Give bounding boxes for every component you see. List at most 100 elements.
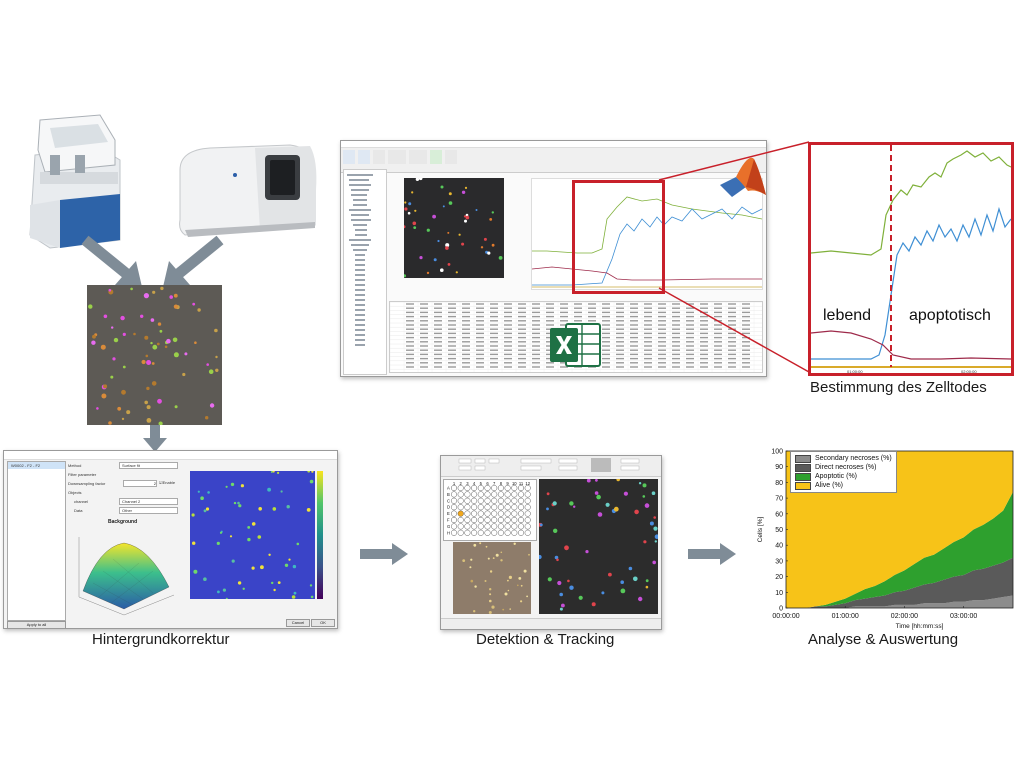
plate-well[interactable]: [491, 497, 498, 504]
plate-well[interactable]: [524, 510, 531, 517]
enable-checkbox[interactable]: ☑Enable: [159, 480, 176, 485]
method-select[interactable]: Surface fit: [119, 462, 178, 469]
plate-well[interactable]: [517, 510, 524, 517]
plate-well[interactable]: [477, 523, 484, 530]
downsampling-input[interactable]: 2: [123, 480, 157, 487]
ribbon-button[interactable]: [373, 150, 385, 164]
ok-button[interactable]: OK: [311, 619, 335, 627]
plate-well[interactable]: [517, 491, 524, 498]
plate-well[interactable]: [504, 497, 511, 504]
plate-well[interactable]: [457, 529, 464, 536]
plate-well[interactable]: [497, 517, 504, 524]
plate-well[interactable]: [471, 491, 478, 498]
plate-well[interactable]: [477, 484, 484, 491]
det-settings-bar[interactable]: [441, 456, 661, 477]
plate-well[interactable]: [484, 529, 491, 536]
plate-well[interactable]: [517, 523, 524, 530]
apply-all-button[interactable]: Apply to all: [7, 621, 66, 629]
plate-well[interactable]: [517, 529, 524, 536]
cancel-button[interactable]: Cancel: [286, 619, 310, 627]
plate-well[interactable]: [484, 491, 491, 498]
plate-well[interactable]: [471, 529, 478, 536]
plate-well[interactable]: [504, 517, 511, 524]
plate-well[interactable]: [457, 497, 464, 504]
plate-well[interactable]: [464, 517, 471, 524]
plate-well[interactable]: [504, 529, 511, 536]
ribbon-button[interactable]: [358, 150, 370, 164]
ribbon-button[interactable]: [343, 150, 355, 164]
plate-well[interactable]: [491, 504, 498, 511]
plate-well[interactable]: [464, 529, 471, 536]
channel-select[interactable]: Channel 2: [119, 498, 178, 505]
plate-well[interactable]: [497, 529, 504, 536]
ribbon-button[interactable]: [388, 150, 406, 164]
plate-well[interactable]: [497, 510, 504, 517]
plate-well[interactable]: [517, 497, 524, 504]
plate-well[interactable]: [471, 504, 478, 511]
bg-file-list[interactable]: W0002 - F2 - F2: [7, 461, 66, 621]
plate-well[interactable]: [450, 484, 457, 491]
ribbon-button[interactable]: [409, 150, 427, 164]
plate-well[interactable]: [504, 491, 511, 498]
plate-well[interactable]: [491, 517, 498, 524]
plate-well[interactable]: [511, 517, 518, 524]
plate-well[interactable]: [484, 497, 491, 504]
plate-well[interactable]: [511, 510, 518, 517]
plate-well[interactable]: [484, 510, 491, 517]
plate-well[interactable]: [464, 504, 471, 511]
plate-well[interactable]: [471, 517, 478, 524]
experiment-tree-panel[interactable]: [343, 169, 387, 375]
plate-well[interactable]: [471, 523, 478, 530]
plate-well[interactable]: [464, 484, 471, 491]
plate-well[interactable]: [497, 491, 504, 498]
plate-well[interactable]: [471, 510, 478, 517]
plate-well[interactable]: [491, 523, 498, 530]
plate-well[interactable]: [457, 504, 464, 511]
plate-well[interactable]: [511, 529, 518, 536]
plate-well[interactable]: [477, 497, 484, 504]
plate-well[interactable]: [457, 491, 464, 498]
plate-well[interactable]: [457, 484, 464, 491]
plate-well[interactable]: [450, 510, 457, 517]
plate-well[interactable]: [524, 523, 531, 530]
plate-well[interactable]: [471, 497, 478, 504]
plate-well[interactable]: [477, 504, 484, 511]
plate-well[interactable]: [450, 523, 457, 530]
plate-well[interactable]: [517, 504, 524, 511]
plate-well[interactable]: [484, 484, 491, 491]
plate-well[interactable]: [471, 484, 478, 491]
plate-well[interactable]: [491, 529, 498, 536]
ribbon-button[interactable]: [430, 150, 442, 164]
plate-well[interactable]: [477, 491, 484, 498]
plate-well[interactable]: [484, 517, 491, 524]
plate-well[interactable]: [450, 504, 457, 511]
ribbon-button[interactable]: [445, 150, 457, 164]
plate-well[interactable]: [497, 504, 504, 511]
plate-well[interactable]: [504, 484, 511, 491]
plate-well[interactable]: [484, 504, 491, 511]
plate-well[interactable]: [511, 484, 518, 491]
plate-well[interactable]: [457, 523, 464, 530]
plate-well[interactable]: [450, 491, 457, 498]
plate-well[interactable]: [450, 497, 457, 504]
plate-well[interactable]: [511, 491, 518, 498]
plate-well[interactable]: [511, 504, 518, 511]
plate-well[interactable]: [497, 484, 504, 491]
plate-well[interactable]: [464, 491, 471, 498]
plate-well[interactable]: [504, 504, 511, 511]
plate-well[interactable]: [457, 517, 464, 524]
plate-well[interactable]: [511, 523, 518, 530]
plate-well[interactable]: [524, 504, 531, 511]
plate-well[interactable]: [464, 497, 471, 504]
plate-well[interactable]: [450, 517, 457, 524]
plate-well[interactable]: [477, 510, 484, 517]
well-plate[interactable]: 1 2 3 4 5 6 7 8 9 10 11 12 A B C D E F G H: [443, 479, 537, 541]
plate-well[interactable]: [491, 510, 498, 517]
plate-well[interactable]: [524, 497, 531, 504]
plate-well[interactable]: [524, 484, 531, 491]
plate-well[interactable]: [457, 510, 464, 517]
plate-well[interactable]: [450, 529, 457, 536]
plate-well[interactable]: [524, 517, 531, 524]
plate-well[interactable]: [497, 523, 504, 530]
plate-well[interactable]: [504, 510, 511, 517]
